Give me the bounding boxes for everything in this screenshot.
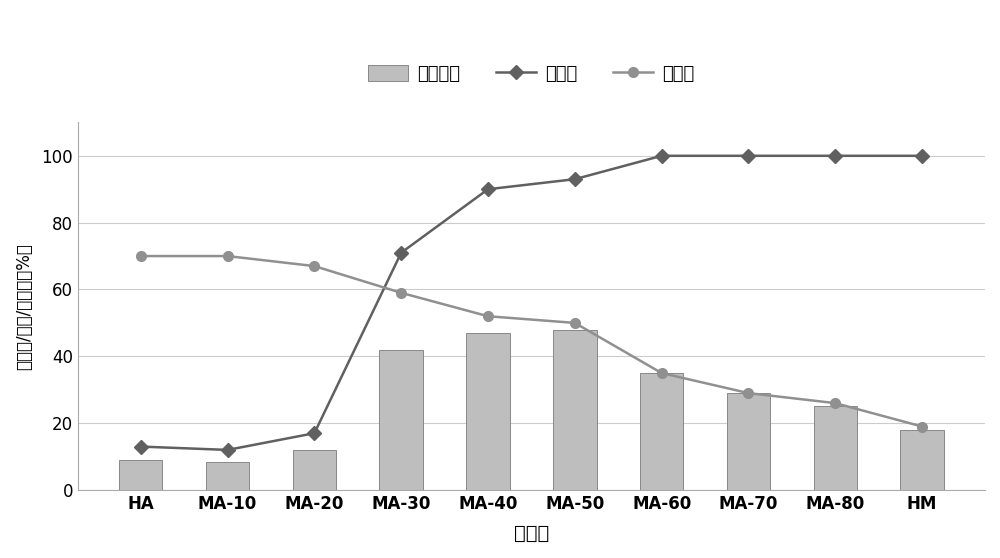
Y-axis label: 转化率/产率/选择性（%）: 转化率/产率/选择性（%） bbox=[15, 243, 33, 369]
Bar bbox=[814, 406, 857, 490]
Bar bbox=[379, 350, 423, 490]
Bar bbox=[727, 393, 770, 490]
X-axis label: 催化剑: 催化剑 bbox=[514, 524, 549, 543]
Bar bbox=[466, 333, 510, 490]
Bar bbox=[206, 461, 249, 490]
Bar bbox=[900, 430, 944, 490]
Bar bbox=[119, 460, 162, 490]
Bar bbox=[293, 450, 336, 490]
Legend: 三烯收率, 转化率, 选择性: 三烯收率, 转化率, 选择性 bbox=[368, 65, 694, 84]
Bar bbox=[553, 330, 597, 490]
Bar bbox=[640, 373, 683, 490]
